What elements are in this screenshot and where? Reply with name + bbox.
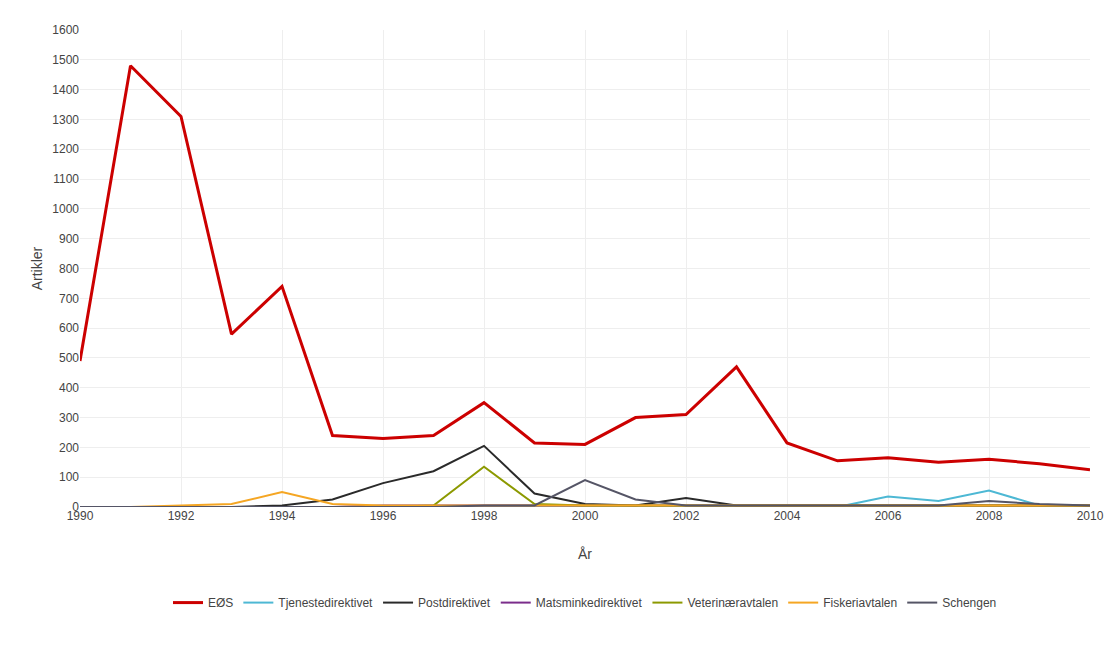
svg-text:EØS: EØS [208, 596, 233, 610]
svg-text:0: 0 [72, 500, 79, 514]
svg-text:1200: 1200 [52, 142, 79, 156]
svg-text:900: 900 [59, 232, 79, 246]
svg-text:År: År [578, 546, 592, 562]
svg-text:2000: 2000 [572, 509, 599, 523]
svg-text:1500: 1500 [52, 53, 79, 67]
svg-text:1998: 1998 [471, 509, 498, 523]
svg-text:Matsminkedirektivet: Matsminkedirektivet [536, 596, 643, 610]
svg-text:1100: 1100 [53, 172, 79, 186]
svg-text:2004: 2004 [774, 509, 801, 523]
svg-text:500: 500 [59, 351, 79, 365]
svg-text:Fiskeriavtalen: Fiskeriavtalen [823, 596, 897, 610]
svg-text:300: 300 [59, 411, 79, 425]
svg-text:1994: 1994 [269, 509, 296, 523]
svg-text:2006: 2006 [875, 509, 902, 523]
svg-text:1600: 1600 [52, 23, 79, 37]
svg-text:Postdirektivet: Postdirektivet [418, 596, 491, 610]
svg-text:1400: 1400 [52, 83, 79, 97]
svg-text:Veterinæravtalen: Veterinæravtalen [687, 596, 778, 610]
svg-text:1990: 1990 [67, 509, 94, 523]
svg-text:1992: 1992 [168, 509, 195, 523]
svg-text:200: 200 [59, 441, 79, 455]
svg-text:100: 100 [59, 470, 79, 484]
svg-text:Schengen: Schengen [942, 596, 996, 610]
svg-text:2010: 2010 [1077, 509, 1104, 523]
svg-text:1300: 1300 [52, 113, 79, 127]
svg-text:1996: 1996 [370, 509, 397, 523]
svg-text:700: 700 [59, 292, 79, 306]
svg-text:400: 400 [59, 381, 79, 395]
svg-text:2002: 2002 [673, 509, 700, 523]
svg-text:2008: 2008 [976, 509, 1003, 523]
svg-text:1000: 1000 [52, 202, 79, 216]
svg-text:Artikler: Artikler [29, 246, 45, 290]
svg-text:Tjenestedirektivet: Tjenestedirektivet [278, 596, 373, 610]
svg-text:800: 800 [59, 262, 79, 276]
svg-text:600: 600 [59, 321, 79, 335]
